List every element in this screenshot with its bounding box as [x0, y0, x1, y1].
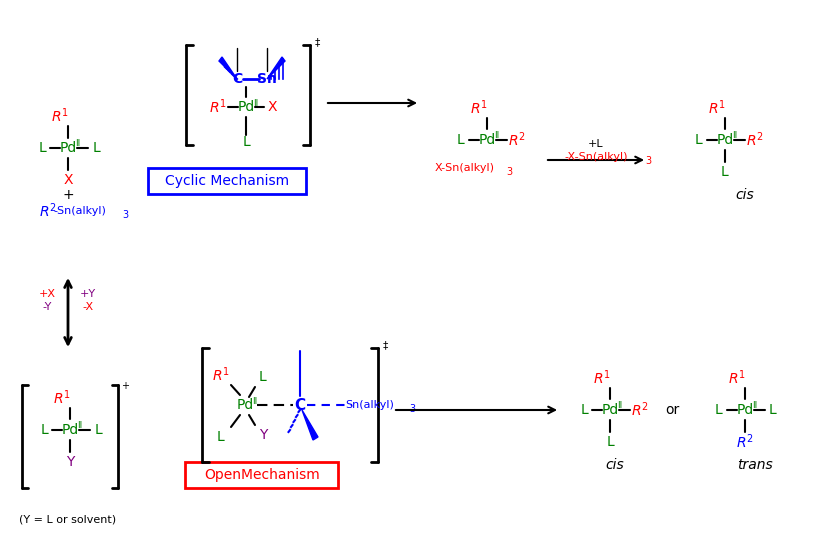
- Text: L: L: [769, 403, 777, 417]
- Text: $R^1$: $R^1$: [708, 99, 726, 117]
- Text: Y: Y: [66, 455, 74, 469]
- Polygon shape: [302, 410, 318, 440]
- Text: $R^1$: $R^1$: [51, 107, 69, 125]
- Text: X-Sn(alkyl): X-Sn(alkyl): [435, 163, 495, 173]
- Text: Pd: Pd: [737, 403, 753, 417]
- Text: L: L: [92, 141, 100, 155]
- Text: L: L: [696, 133, 703, 147]
- Text: Pd: Pd: [238, 100, 255, 114]
- Text: L: L: [606, 435, 614, 449]
- Text: L: L: [38, 141, 46, 155]
- Text: Sn(alkyl): Sn(alkyl): [345, 400, 395, 410]
- Text: Pd: Pd: [61, 423, 79, 437]
- Text: $R^1$: $R^1$: [593, 368, 611, 388]
- Text: $R^2$: $R^2$: [39, 202, 57, 220]
- Text: L: L: [40, 423, 48, 437]
- Text: -X: -X: [82, 302, 93, 312]
- Text: $R^2$: $R^2$: [631, 401, 648, 419]
- Text: II: II: [76, 139, 81, 148]
- Text: $^‡$: $^‡$: [314, 40, 322, 54]
- Text: L: L: [580, 403, 588, 417]
- Text: L: L: [715, 403, 723, 417]
- Text: $R^2$: $R^2$: [746, 130, 764, 150]
- Text: Y: Y: [259, 428, 267, 442]
- Text: L: L: [259, 370, 267, 384]
- Text: L: L: [94, 423, 102, 437]
- Text: C: C: [232, 72, 242, 86]
- Text: L: L: [457, 133, 465, 147]
- Text: -Y: -Y: [42, 302, 52, 312]
- Text: II: II: [77, 422, 82, 431]
- Text: Pd: Pd: [478, 133, 496, 147]
- Text: C: C: [295, 398, 306, 413]
- Text: $^+$: $^+$: [119, 381, 130, 395]
- Text: II: II: [732, 132, 738, 141]
- Text: -X-Sn(alkyl): -X-Sn(alkyl): [564, 152, 627, 162]
- Text: -Sn(alkyl): -Sn(alkyl): [54, 206, 107, 216]
- Text: X: X: [267, 100, 276, 114]
- Text: +Y: +Y: [80, 289, 96, 299]
- Text: 3: 3: [645, 156, 651, 166]
- Text: 3: 3: [409, 404, 415, 414]
- Text: trans: trans: [738, 458, 773, 472]
- Text: 3: 3: [122, 210, 128, 220]
- Bar: [148, 168, 306, 194]
- Text: X: X: [63, 173, 73, 187]
- Text: $R^1$: $R^1$: [470, 99, 488, 117]
- Text: II: II: [254, 99, 259, 108]
- Text: $R^2$: $R^2$: [736, 433, 753, 451]
- Text: $R^1$: $R^1$: [728, 368, 746, 388]
- Text: II: II: [753, 402, 758, 410]
- Text: $^‡$: $^‡$: [382, 343, 390, 357]
- Text: Cyclic Mechanism: Cyclic Mechanism: [165, 174, 289, 188]
- Text: Pd: Pd: [236, 398, 254, 412]
- Text: $R^1$: $R^1$: [209, 97, 227, 116]
- Text: OpenMechanism: OpenMechanism: [204, 468, 320, 482]
- Text: Pd: Pd: [60, 141, 76, 155]
- Polygon shape: [219, 57, 237, 79]
- Text: 3: 3: [506, 167, 512, 177]
- Text: or: or: [665, 403, 679, 417]
- Text: L: L: [217, 430, 225, 444]
- Text: $R^1$: $R^1$: [212, 366, 230, 384]
- Text: II: II: [252, 396, 258, 405]
- Text: (Y = L or solvent): (Y = L or solvent): [19, 515, 117, 525]
- Text: Sn: Sn: [257, 72, 277, 86]
- Text: +L: +L: [588, 139, 604, 149]
- Text: cis: cis: [736, 188, 754, 202]
- Text: II: II: [495, 132, 500, 141]
- Text: L: L: [721, 165, 729, 179]
- Text: L: L: [242, 135, 249, 149]
- Text: Pd: Pd: [717, 133, 733, 147]
- Text: $R^1$: $R^1$: [53, 389, 71, 407]
- Polygon shape: [267, 57, 285, 79]
- Text: Pd: Pd: [601, 403, 618, 417]
- Text: II: II: [617, 402, 622, 410]
- Text: $R^2$: $R^2$: [508, 130, 526, 150]
- Text: cis: cis: [606, 458, 624, 472]
- Text: +X: +X: [39, 289, 55, 299]
- Text: +: +: [62, 188, 74, 202]
- Bar: [185, 462, 338, 488]
